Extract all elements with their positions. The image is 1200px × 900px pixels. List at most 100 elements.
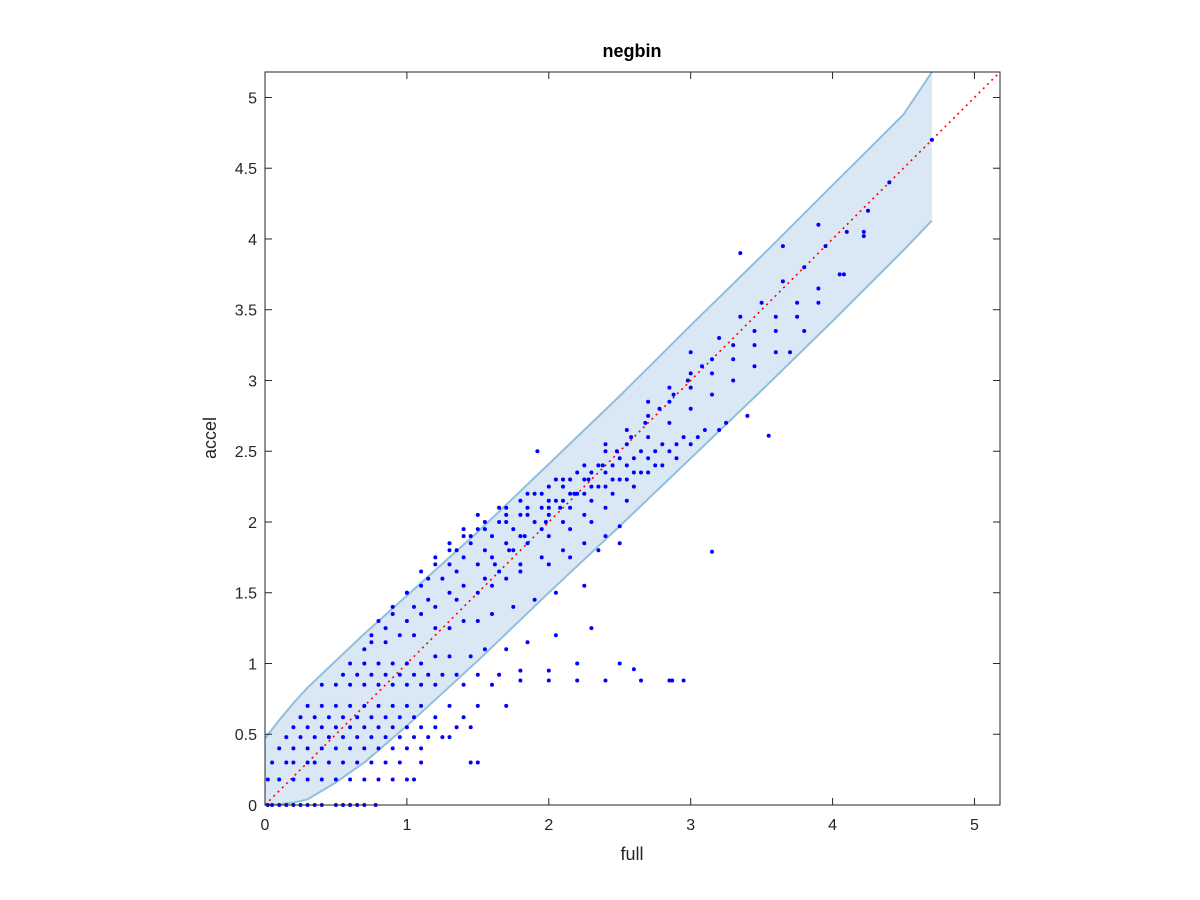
data-point bbox=[617, 456, 622, 461]
data-point bbox=[433, 562, 438, 567]
data-point bbox=[759, 300, 764, 305]
data-point bbox=[468, 654, 473, 659]
data-point bbox=[710, 392, 714, 397]
data-point bbox=[546, 534, 551, 539]
data-point bbox=[475, 672, 480, 677]
data-point bbox=[319, 682, 324, 687]
data-point bbox=[603, 484, 608, 489]
data-point bbox=[454, 548, 459, 553]
data-point bbox=[419, 760, 424, 765]
data-point bbox=[596, 548, 601, 553]
data-point bbox=[404, 682, 409, 687]
data-point bbox=[440, 735, 445, 740]
data-point bbox=[461, 682, 466, 687]
data-point bbox=[511, 548, 516, 553]
data-point bbox=[568, 491, 573, 496]
data-point bbox=[568, 555, 573, 560]
y-tick-label: 0.5 bbox=[235, 727, 257, 744]
data-point bbox=[731, 343, 736, 348]
data-point bbox=[766, 433, 771, 438]
data-point bbox=[861, 234, 866, 239]
data-point bbox=[724, 420, 729, 425]
data-point bbox=[454, 725, 459, 730]
data-point bbox=[752, 364, 757, 369]
data-point bbox=[631, 667, 636, 672]
data-point bbox=[589, 626, 594, 631]
data-point bbox=[631, 470, 636, 475]
data-point bbox=[454, 569, 459, 574]
data-point bbox=[397, 760, 402, 765]
data-point bbox=[319, 703, 324, 708]
data-point bbox=[823, 244, 828, 249]
data-point bbox=[326, 715, 331, 720]
data-point bbox=[348, 682, 353, 687]
data-point bbox=[461, 555, 466, 560]
data-point bbox=[490, 612, 494, 616]
reference-line bbox=[264, 71, 1001, 806]
data-point bbox=[404, 703, 409, 708]
data-point bbox=[841, 272, 846, 277]
data-point bbox=[433, 682, 438, 687]
data-point bbox=[397, 672, 402, 677]
data-point bbox=[376, 777, 381, 782]
data-point bbox=[596, 463, 601, 468]
data-point bbox=[270, 760, 275, 765]
data-point bbox=[518, 569, 523, 574]
data-point bbox=[738, 314, 743, 319]
data-point bbox=[419, 682, 424, 687]
data-point bbox=[433, 604, 438, 609]
data-point bbox=[624, 442, 629, 447]
data-point bbox=[461, 534, 466, 539]
data-point bbox=[433, 725, 438, 730]
x-tick-label: 3 bbox=[686, 817, 695, 834]
data-point bbox=[333, 682, 338, 687]
data-point bbox=[326, 735, 331, 740]
data-point bbox=[780, 279, 785, 284]
data-point bbox=[617, 524, 622, 529]
data-point bbox=[412, 672, 416, 677]
data-point bbox=[631, 456, 636, 461]
data-point bbox=[305, 777, 310, 782]
data-point bbox=[497, 505, 502, 510]
data-point bbox=[404, 746, 409, 751]
data-point bbox=[603, 442, 608, 447]
data-point bbox=[390, 746, 395, 751]
reference-line-layer bbox=[264, 71, 1001, 806]
data-point bbox=[312, 735, 317, 740]
data-point bbox=[390, 612, 395, 616]
data-point bbox=[404, 725, 409, 730]
data-point bbox=[490, 555, 494, 560]
data-point bbox=[362, 661, 367, 666]
data-point bbox=[702, 428, 707, 432]
data-point bbox=[646, 399, 651, 404]
data-point bbox=[624, 477, 629, 482]
data-point bbox=[277, 746, 282, 751]
data-point bbox=[397, 715, 402, 720]
data-point bbox=[518, 498, 523, 503]
data-point bbox=[525, 512, 530, 517]
data-point bbox=[468, 725, 473, 730]
data-point bbox=[596, 484, 601, 489]
data-point bbox=[291, 760, 296, 765]
data-point bbox=[298, 715, 303, 720]
data-point bbox=[631, 484, 636, 489]
data-point bbox=[369, 735, 374, 740]
data-point bbox=[383, 626, 388, 631]
data-point bbox=[426, 597, 431, 602]
data-point bbox=[670, 678, 675, 683]
data-point bbox=[454, 672, 459, 677]
data-point bbox=[929, 137, 934, 142]
data-point bbox=[447, 703, 452, 708]
y-tick-label: 1.5 bbox=[235, 586, 257, 603]
data-point bbox=[376, 725, 381, 730]
data-point bbox=[447, 626, 452, 631]
data-point bbox=[461, 583, 466, 588]
data-point bbox=[639, 449, 643, 454]
data-point bbox=[412, 777, 416, 782]
data-point bbox=[582, 541, 587, 546]
band-lower-edge bbox=[264, 219, 933, 806]
data-point bbox=[667, 399, 672, 404]
data-point bbox=[717, 428, 722, 432]
data-point bbox=[492, 562, 497, 567]
